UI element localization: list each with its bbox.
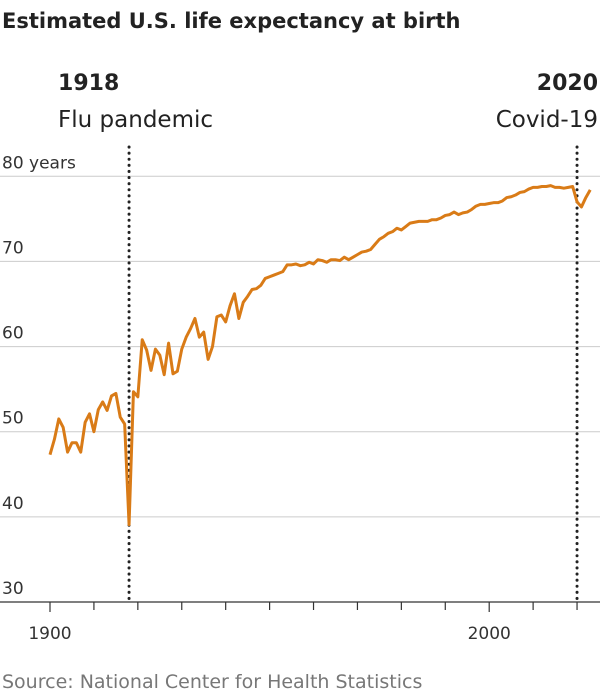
y-tick-label: 40 <box>2 494 24 514</box>
y-tick-label: 70 <box>2 238 24 258</box>
y-tick-label: 50 <box>2 409 24 429</box>
data-line <box>48 184 592 527</box>
annotation-label: Covid-19 <box>496 107 598 133</box>
x-tick-label: 2000 <box>468 624 511 644</box>
y-tick-label: 80 years <box>2 153 76 173</box>
y-tick-label: 30 <box>2 579 24 599</box>
annotation-year: 1918 <box>58 71 119 96</box>
y-tick-label: 60 <box>2 324 24 344</box>
annotation-year: 2020 <box>537 71 598 96</box>
source: Source: National Center for Health Stati… <box>2 671 422 693</box>
chart-title: Estimated U.S. life expectancy at birth <box>2 9 461 33</box>
x-tick-label: 1900 <box>28 624 71 644</box>
annotation-label: Flu pandemic <box>58 107 213 133</box>
